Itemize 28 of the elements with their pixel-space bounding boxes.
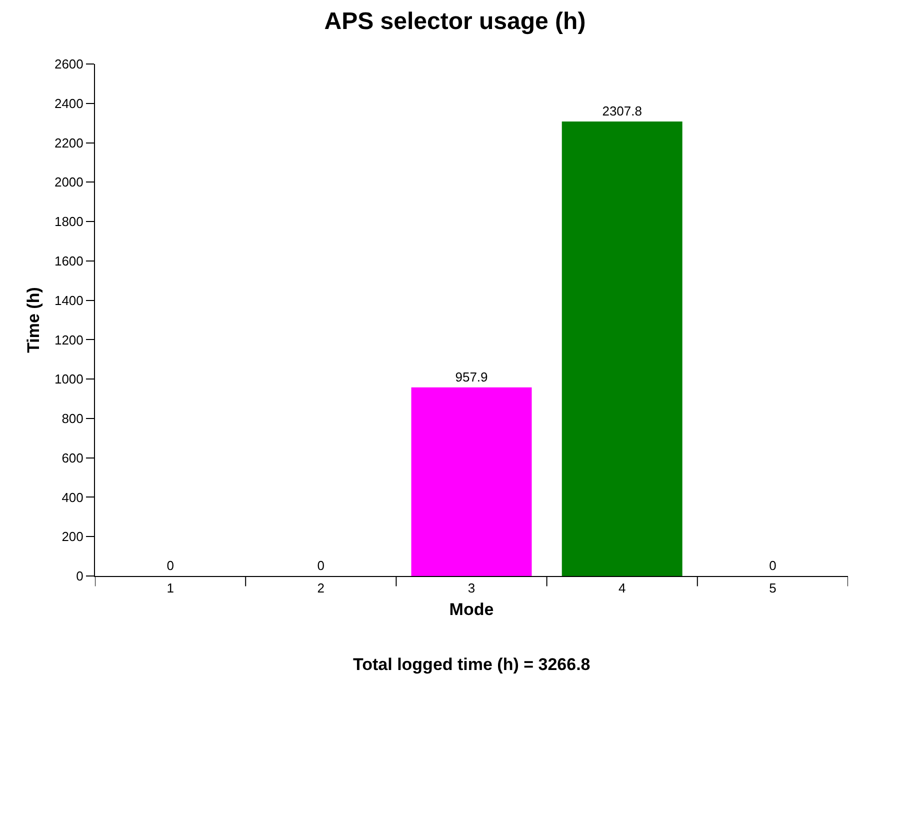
x-tick-label: 4: [618, 580, 626, 596]
y-tick-label: 800: [62, 411, 84, 426]
y-tick-label: 2200: [54, 135, 84, 150]
y-tick-label: 600: [62, 450, 84, 466]
x-tick-label: 2: [317, 580, 325, 596]
x-tick-label: 1: [166, 580, 174, 596]
data-label: 2307.8: [602, 104, 642, 119]
data-label: 0: [769, 558, 776, 573]
chart-title: APS selector usage (h): [324, 8, 586, 36]
y-tick-label: 1800: [54, 214, 84, 230]
y-tick-label: 2400: [54, 96, 84, 111]
y-tick-label: 400: [62, 490, 84, 505]
y-tick-label: 2000: [54, 174, 84, 190]
x-tick-label: 3: [468, 580, 476, 596]
y-tick-label: 1600: [54, 253, 84, 268]
text: Total logged time (h) = 3266.8: [353, 655, 590, 674]
data-label: 957.9: [455, 369, 488, 384]
x-axis-title: Mode: [449, 600, 494, 619]
y-axis-title: Time (h): [24, 287, 44, 353]
y-tick-label: 2600: [54, 56, 84, 72]
y-tick-label: 1200: [54, 332, 84, 348]
y-tick-label: 1000: [54, 372, 84, 387]
x-tick-label: 5: [769, 580, 776, 596]
data-label: 0: [317, 558, 325, 573]
y-tick-label: 0: [76, 568, 84, 584]
data-label: 0: [166, 558, 174, 573]
y-tick-label: 1400: [54, 292, 84, 308]
y-tick-label: 200: [62, 529, 84, 544]
